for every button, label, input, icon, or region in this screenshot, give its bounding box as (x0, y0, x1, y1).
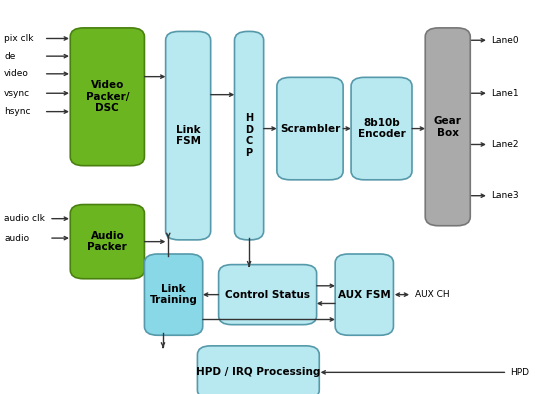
Text: pix clk: pix clk (4, 34, 34, 43)
Text: de: de (4, 52, 16, 61)
Text: Lane1: Lane1 (492, 89, 519, 98)
Text: Link
FSM: Link FSM (175, 125, 201, 147)
Text: Video
Packer/
DSC: Video Packer/ DSC (86, 80, 129, 113)
Text: audio: audio (4, 234, 29, 243)
Text: 8b10b
Encoder: 8b10b Encoder (358, 118, 406, 139)
FancyBboxPatch shape (166, 32, 211, 240)
Text: Link
Training: Link Training (150, 284, 197, 305)
FancyBboxPatch shape (425, 28, 470, 226)
Text: Gear
Box: Gear Box (434, 116, 462, 138)
Text: HPD / IRQ Processing: HPD / IRQ Processing (196, 367, 320, 377)
FancyBboxPatch shape (277, 77, 343, 180)
Text: video: video (4, 69, 29, 78)
FancyBboxPatch shape (351, 77, 412, 180)
Text: AUX CH: AUX CH (415, 290, 449, 299)
Text: AUX FSM: AUX FSM (338, 290, 391, 299)
Text: Audio
Packer: Audio Packer (88, 231, 127, 253)
FancyBboxPatch shape (70, 204, 144, 279)
Text: Lane3: Lane3 (492, 191, 519, 200)
FancyBboxPatch shape (144, 254, 203, 335)
FancyBboxPatch shape (335, 254, 393, 335)
FancyBboxPatch shape (70, 28, 144, 165)
Text: Control Status: Control Status (225, 290, 310, 299)
Text: vsync: vsync (4, 89, 30, 98)
Text: H
D
C
P: H D C P (245, 113, 253, 158)
FancyBboxPatch shape (219, 265, 317, 325)
Text: Lane0: Lane0 (492, 36, 519, 45)
FancyBboxPatch shape (234, 32, 264, 240)
Text: audio clk: audio clk (4, 214, 45, 223)
Text: HPD: HPD (510, 368, 529, 377)
Text: Lane2: Lane2 (492, 140, 519, 149)
FancyBboxPatch shape (197, 346, 319, 394)
Text: Scrambler: Scrambler (280, 124, 340, 134)
Text: hsync: hsync (4, 107, 30, 116)
